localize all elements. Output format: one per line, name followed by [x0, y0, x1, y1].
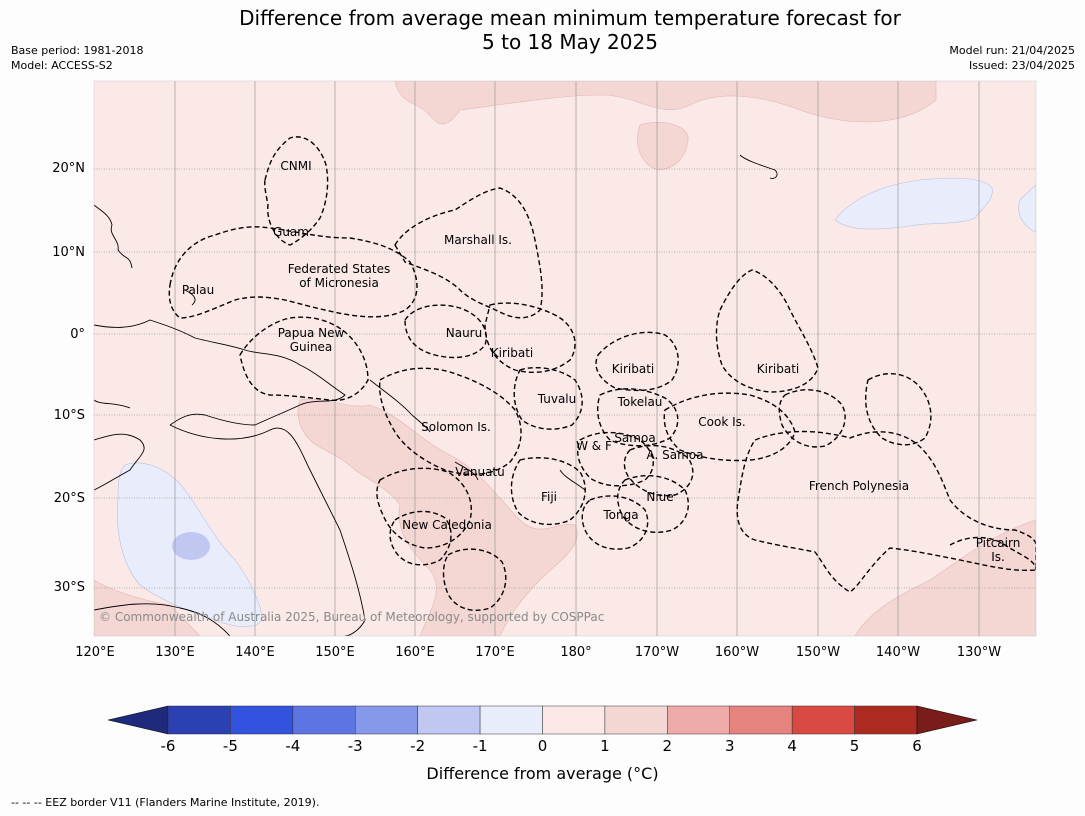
label-marshall: Marshall Is. [444, 233, 512, 247]
lon-label: 150°W [795, 645, 841, 660]
meta-right: Model run: 21/04/2025 Issued: 23/04/2025 [949, 43, 1075, 73]
label-american-samoa: A. Samoa [647, 448, 704, 462]
label-png: Papua New Guinea [278, 326, 345, 354]
label-fsm: Federated States of Micronesia [288, 262, 390, 290]
label-cnmi: CNMI [280, 159, 311, 173]
cool-area-north [834, 177, 993, 230]
lon-label: 140°W [875, 645, 921, 660]
label-kiribati-west: Kiribati [491, 346, 533, 360]
label-kiribati-east: Kiribati [757, 362, 799, 376]
region-labels: CNMI Guam Palau Federated States of Micro… [182, 159, 1020, 564]
colorbar-bins [167, 705, 918, 735]
coastlines [94, 154, 778, 636]
lon-label: 160°E [395, 645, 435, 660]
base-period: Base period: 1981-2018 [11, 44, 144, 57]
label-new-caledonia: New Caledonia [402, 518, 492, 532]
colorbar-tick-label: 0 [537, 737, 548, 755]
warm-area-island [637, 122, 689, 171]
cool-area-east-edge [1018, 184, 1036, 233]
label-wallis-futuna: W & F [576, 439, 612, 453]
lat-label: 0° [70, 327, 85, 342]
colorbar-bin [791, 705, 855, 735]
label-samoa: Samoa [614, 431, 655, 445]
colorbar-tick-label: -6 [160, 737, 176, 755]
lon-label: 170°W [634, 645, 680, 660]
colorbar-tick-label: -4 [285, 737, 301, 755]
colorbar-tick-label: 4 [787, 737, 797, 755]
label-tuvalu: Tuvalu [537, 392, 577, 406]
colorbar-bin [417, 705, 481, 735]
issued-date: Issued: 23/04/2025 [968, 59, 1075, 72]
model-run: Model run: 21/04/2025 [949, 44, 1075, 57]
colorbar-tick-label: 2 [662, 737, 673, 755]
colorbar [107, 705, 978, 735]
map-title: Difference from average mean minimum tem… [0, 6, 1085, 54]
colorbar-tick-label: -3 [347, 737, 363, 755]
lon-label: 120°E [75, 645, 115, 660]
lat-label: 20°S [53, 491, 85, 506]
colorbar-bin [667, 705, 730, 735]
label-kiribati-central: Kiribati [612, 362, 654, 376]
lon-label: 170°E [475, 645, 515, 660]
title-line-2: 5 to 18 May 2025 [482, 30, 658, 54]
label-cook-islands: Cook Is. [698, 415, 745, 429]
label-guam: Guam [273, 225, 309, 239]
lon-label: 130°W [956, 645, 1002, 660]
lon-label: 150°E [315, 645, 355, 660]
colorbar-bin [479, 705, 543, 735]
colorbar-tick-label: 5 [849, 737, 860, 755]
warm-area-southeast [854, 519, 1036, 636]
label-vanuatu: Vanuatu [455, 465, 505, 479]
label-tokelau: Tokelau [617, 395, 663, 409]
warm-area-coral-sea [297, 398, 578, 636]
lon-label: 130°E [155, 645, 195, 660]
label-niue: Niue [646, 490, 673, 504]
colorbar-tick-label: 1 [600, 737, 610, 755]
warm-area-southwest [94, 579, 201, 636]
colorbar-bin [292, 705, 356, 735]
copyright-text: © Commonwealth of Australia 2025, Bureau… [99, 610, 604, 624]
cool-area-strong [172, 532, 210, 560]
lon-label: 140°E [235, 645, 275, 660]
colorbar-tick-label: -2 [410, 737, 426, 755]
lon-label: 160°W [714, 645, 760, 660]
label-palau: Palau [182, 283, 214, 297]
lat-label: 20°N [52, 161, 85, 176]
eez-footnote: -- -- -- EEZ border V11 (Flanders Marine… [11, 796, 320, 809]
label-pitcairn: Pitcairn Is. [976, 536, 1021, 564]
label-nauru: Nauru [446, 326, 482, 340]
colorbar-tick-label: 6 [912, 737, 922, 755]
warm-area-north [394, 81, 937, 125]
colorbar-bin [854, 705, 918, 735]
colorbar-bin [167, 705, 231, 735]
colorbar-high-extension [916, 705, 978, 735]
graticule [94, 81, 1036, 636]
label-tonga: Tonga [602, 508, 638, 522]
colorbar-bin [355, 705, 418, 735]
colorbar-bin [604, 705, 668, 735]
eez-borders [168, 136, 1036, 612]
model-name: Model: ACCESS-S2 [11, 59, 113, 72]
label-solomon: Solomon Is. [421, 420, 491, 434]
meta-left: Base period: 1981-2018 Model: ACCESS-S2 [11, 43, 143, 73]
title-line-1: Difference from average mean minimum tem… [239, 6, 901, 30]
colorbar-tick-label: 3 [724, 737, 735, 755]
label-french-polynesia: French Polynesia [809, 479, 909, 493]
lat-label: 10°N [52, 245, 85, 260]
colorbar-bin [542, 705, 606, 735]
colorbar-tick-label: -5 [222, 737, 238, 755]
lat-label: 10°S [53, 408, 85, 423]
colorbar-label: Difference from average (°C) [426, 764, 659, 783]
colorbar-bin [729, 705, 793, 735]
label-fiji: Fiji [541, 490, 557, 504]
lon-label: 180° [560, 645, 592, 660]
colorbar-low-extension [107, 705, 169, 735]
colorbar-tick-label: -1 [472, 737, 488, 755]
colorbar-bin [230, 705, 294, 735]
lat-label: 30°S [53, 580, 85, 595]
